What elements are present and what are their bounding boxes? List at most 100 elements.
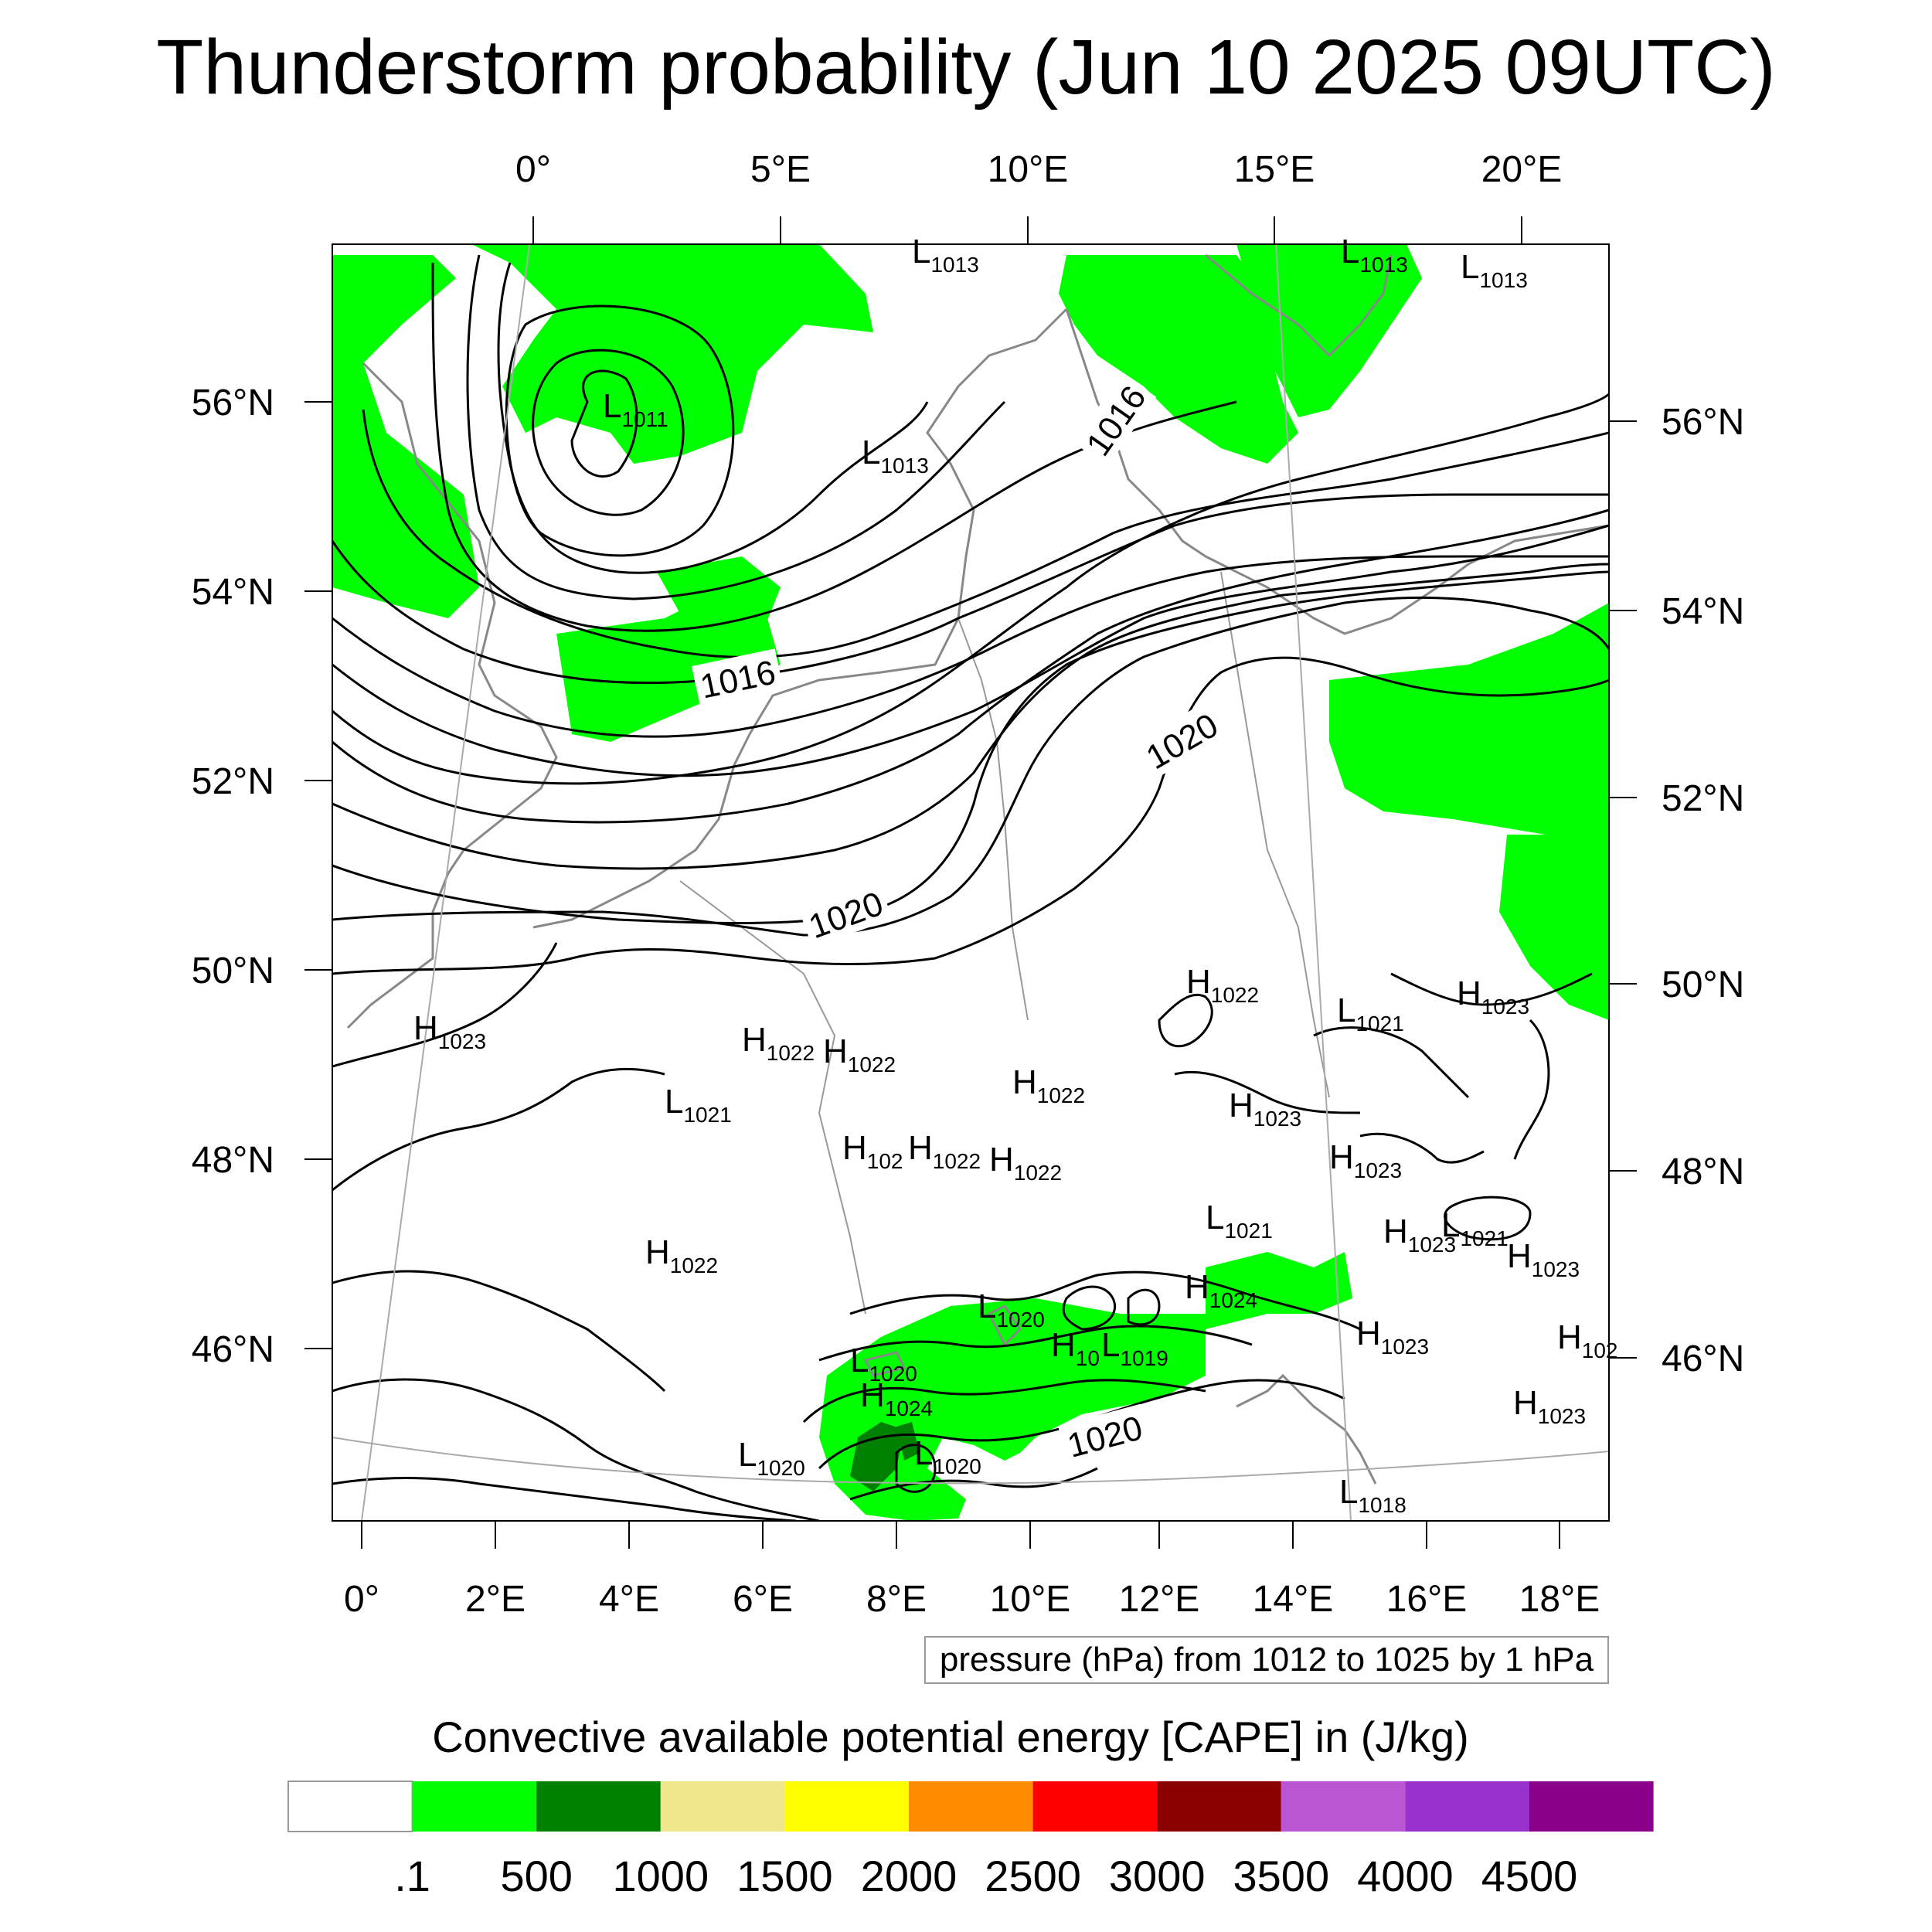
top-lon-label: 0°: [515, 149, 551, 190]
isobar-alps-swirl-2: [1127, 1288, 1161, 1326]
left-lat-label: 52°N: [192, 761, 274, 802]
colorbar-label: 4000: [1357, 1852, 1454, 1900]
high-pressure-center: H1023: [1329, 1138, 1402, 1182]
isobar-south-west-2: [332, 1477, 797, 1521]
colorbar-swatch: [909, 1781, 1033, 1832]
cape-area-east: [1499, 835, 1609, 1020]
top-lon-label: 5°E: [750, 149, 811, 190]
isobar-alps-swirl-1: [1062, 1285, 1116, 1331]
cape-area-north-sea-west: [332, 255, 479, 618]
bottom-lon-label: 12°E: [1119, 1579, 1200, 1620]
coast-denmark-east: [1065, 308, 1206, 558]
isobar-south-west-1: [332, 1378, 820, 1521]
low-pressure-center: L1018: [1339, 1473, 1406, 1517]
cape-area-dark-west: [850, 1422, 904, 1492]
isobar-label-1016: 1016: [691, 648, 784, 707]
low-pressure-center: L1013: [912, 233, 979, 277]
border-2: [957, 617, 1029, 1021]
low-pressure-center: L1020: [914, 1434, 981, 1478]
right-lat-label: 48°N: [1662, 1151, 1744, 1192]
bottom-lon-label: 8°E: [866, 1579, 927, 1620]
coast-uk-east: [346, 362, 558, 1029]
high-pressure-center: H1022: [1186, 963, 1259, 1007]
colorbar-label: 1000: [612, 1852, 709, 1900]
isobar-alps-3: [802, 1379, 1206, 1423]
high-pressure-center: H1023: [413, 1009, 486, 1053]
map-content: [332, 244, 1609, 1521]
right-ticks: [1609, 420, 1637, 1359]
low-pressure-center: L1013: [1341, 233, 1408, 277]
isobar-1016-a: [332, 393, 1609, 785]
high-pressure-center: H1022: [908, 1129, 981, 1173]
isobar-east-6: [1513, 1019, 1550, 1160]
colorbar-label: 3000: [1108, 1852, 1206, 1900]
isobar-n3: [431, 262, 1237, 632]
colorbar-swatch: [287, 1781, 413, 1832]
top-lon-label: 20°E: [1481, 149, 1563, 190]
isobar-mid-south-1: [332, 1067, 665, 1192]
left-tick-labels: 56°N 54°N 52°N 50°N 48°N 46°N: [192, 383, 274, 1370]
high-pressure-center: H1023: [1507, 1237, 1580, 1281]
colorbar-label: 2000: [860, 1852, 957, 1900]
right-lat-label: 54°N: [1662, 591, 1744, 632]
cape-area-denmark: [1059, 255, 1298, 464]
isobar-n5: [332, 493, 1609, 685]
top-ticks: [532, 216, 1522, 244]
bottom-lon-label: 14°E: [1253, 1579, 1334, 1620]
colorbar-label: 3500: [1233, 1852, 1330, 1900]
high-pressure-center: H1022: [645, 1233, 718, 1277]
low-pressure-center: L1021: [1441, 1206, 1509, 1250]
bottom-tick-labels: 0° 2°E 4°E 6°E 8°E 10°E 12°E 14°E 16°E 1…: [344, 1579, 1600, 1620]
colorbar-swatch: [660, 1781, 785, 1832]
high-pressure-center: H1024: [860, 1376, 933, 1420]
colorbar-label: 1500: [736, 1852, 833, 1900]
coast-adriatic: [1236, 1373, 1377, 1485]
isobars: [332, 254, 1609, 1521]
high-pressure-center: H1022: [989, 1141, 1062, 1185]
right-lat-label: 46°N: [1662, 1338, 1744, 1379]
colorbar-label: 4500: [1481, 1852, 1578, 1900]
high-pressure-center: H1023: [1229, 1087, 1301, 1131]
coast-lake-geneva: [863, 1351, 906, 1377]
high-pressure-center: H1023: [1383, 1213, 1456, 1257]
high-pressure-center: H10: [1051, 1326, 1100, 1370]
colorbar-swatch: [1032, 1781, 1158, 1832]
isobar-mid-west: [332, 942, 558, 1068]
cape-area-north-sea-center: [471, 244, 873, 464]
isobar-n4: [362, 409, 1609, 658]
colorbar-swatch: [784, 1781, 909, 1832]
left-lat-label: 50°N: [192, 951, 274, 992]
right-lat-label: 52°N: [1662, 778, 1744, 819]
bottom-ticks: [361, 1521, 1560, 1549]
isobar-low-center-inner: [570, 369, 638, 478]
graticule: [332, 244, 1609, 1521]
left-lat-label: 56°N: [192, 383, 274, 423]
right-lat-label: 50°N: [1662, 964, 1744, 1005]
isobar-low-center-1: [532, 349, 685, 516]
isobar-n6: [332, 555, 1609, 738]
isobar-n1: [497, 262, 929, 574]
top-tick-labels: 0° 5°E 10°E 15°E 20°E: [515, 149, 1562, 190]
bottom-lon-label: 18°E: [1519, 1579, 1600, 1620]
isobar-1020-a: [332, 596, 1609, 937]
cape-colorbar: [287, 1781, 1654, 1832]
bottom-lon-label: 0°: [344, 1579, 379, 1620]
right-tick-labels: 56°N 54°N 52°N 50°N 48°N 46°N: [1662, 402, 1744, 1379]
isobar-n2: [466, 254, 1006, 600]
bottom-lon-label: 6°E: [733, 1579, 793, 1620]
right-lat-label: 56°N: [1662, 402, 1744, 443]
coast-lakes: [987, 1304, 1022, 1347]
isobar-east-2: [1174, 1070, 1361, 1114]
isobar-alps-2: [818, 1325, 1253, 1362]
bottom-lon-label: 16°E: [1386, 1579, 1468, 1620]
map-frame: [332, 243, 1610, 1522]
isobar-1020-b: [332, 656, 1609, 975]
cape-area-dark-center: [896, 1422, 920, 1461]
colorbar-label: 500: [500, 1852, 573, 1900]
cape-colorbar-title: Convective available potential energy [C…: [432, 1713, 1469, 1761]
high-pressure-center: H1024: [1185, 1268, 1257, 1312]
coastlines: [346, 253, 1609, 1485]
colorbar-label: .1: [394, 1852, 430, 1900]
isobar-east-4: [1359, 1132, 1485, 1164]
